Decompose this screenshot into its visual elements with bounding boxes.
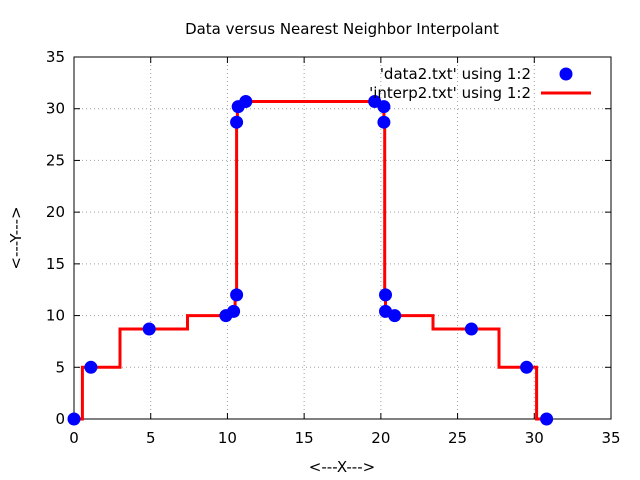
y-tick-label: 20 [46,203,65,221]
data-point [84,360,98,374]
legend-label-interp: 'interp2.txt' using 1:2 [369,84,531,102]
x-tick-label: 5 [146,429,156,447]
data-point [540,412,554,426]
y-tick-label: 25 [46,151,65,169]
plot-frame [73,56,612,420]
data-point [377,100,391,114]
x-tick-label: 20 [371,429,390,447]
x-tick-label: 35 [601,429,620,447]
y-tick-label: 15 [46,255,65,273]
legend: 'data2.txt' using 1:2 'interp2.txt' usin… [369,65,591,102]
chart-title: Data versus Nearest Neighbor Interpolant [185,20,499,38]
y-tick-label: 10 [46,307,65,325]
y-tick-label: 35 [46,48,65,66]
x-tick-label: 25 [448,429,467,447]
x-axis-label: <---X---> [309,458,375,476]
x-tick-label: 15 [295,429,314,447]
data-point [227,304,241,318]
data-point [464,322,478,336]
x-tick-label: 30 [525,429,544,447]
x-tick-label: 0 [69,429,79,447]
series-points-group [67,95,554,426]
data-point [142,322,156,336]
legend-marker-data [559,67,573,81]
data-point [67,412,81,426]
y-tick-label: 5 [55,358,65,376]
data-point [520,360,534,374]
data-point [230,115,244,129]
y-tick-label: 30 [46,100,65,118]
data-point [239,95,253,108]
y-tick-label: 0 [55,410,65,428]
data-point [377,115,391,129]
data-point [230,288,244,302]
series-line-interp [74,100,547,421]
y-axis-label: <---Y---> [7,206,25,269]
legend-label-data: 'data2.txt' using 1:2 [380,65,531,83]
data-point [388,309,402,323]
x-tick-label: 10 [218,429,237,447]
data-point [379,288,392,302]
series-line-group [74,100,547,421]
ticks: 0 5 10 15 20 25 30 35 0 5 10 15 20 25 30 35 [46,48,621,447]
